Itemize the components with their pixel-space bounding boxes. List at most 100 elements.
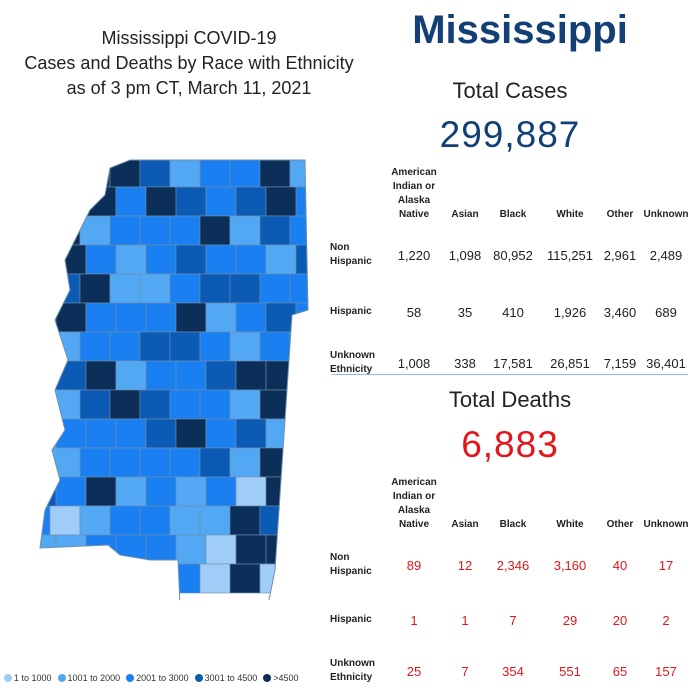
- county[interactable]: [289, 331, 320, 362]
- county[interactable]: [139, 447, 171, 478]
- county[interactable]: [235, 186, 267, 217]
- county[interactable]: [289, 273, 320, 304]
- county[interactable]: [26, 244, 57, 275]
- county[interactable]: [49, 563, 81, 594]
- county[interactable]: [169, 563, 201, 594]
- county[interactable]: [20, 273, 51, 304]
- county[interactable]: [109, 215, 141, 246]
- county[interactable]: [79, 389, 111, 420]
- county[interactable]: [235, 534, 267, 565]
- county[interactable]: [259, 505, 291, 536]
- county[interactable]: [145, 418, 177, 449]
- county[interactable]: [205, 244, 237, 275]
- county[interactable]: [49, 447, 81, 478]
- county[interactable]: [20, 563, 51, 594]
- county[interactable]: [139, 215, 171, 246]
- county[interactable]: [229, 505, 261, 536]
- county[interactable]: [115, 186, 147, 217]
- county[interactable]: [205, 302, 237, 333]
- county[interactable]: [199, 505, 231, 536]
- county[interactable]: [115, 302, 147, 333]
- county[interactable]: [175, 418, 207, 449]
- county[interactable]: [115, 534, 147, 565]
- county[interactable]: [175, 360, 207, 391]
- county[interactable]: [55, 244, 87, 275]
- county[interactable]: [205, 360, 237, 391]
- county[interactable]: [115, 476, 147, 507]
- county[interactable]: [265, 244, 297, 275]
- county[interactable]: [265, 360, 297, 391]
- county[interactable]: [145, 534, 177, 565]
- county[interactable]: [139, 273, 171, 304]
- county[interactable]: [235, 244, 267, 275]
- county[interactable]: [109, 505, 141, 536]
- county[interactable]: [139, 505, 171, 536]
- county[interactable]: [139, 158, 171, 188]
- county[interactable]: [205, 418, 237, 449]
- county[interactable]: [145, 476, 177, 507]
- county[interactable]: [26, 186, 57, 217]
- county[interactable]: [145, 302, 177, 333]
- county[interactable]: [79, 447, 111, 478]
- county[interactable]: [235, 418, 267, 449]
- county[interactable]: [55, 476, 87, 507]
- county[interactable]: [295, 186, 320, 217]
- county[interactable]: [199, 215, 231, 246]
- county[interactable]: [259, 158, 291, 188]
- county[interactable]: [289, 447, 320, 478]
- county[interactable]: [205, 476, 237, 507]
- county[interactable]: [49, 158, 81, 188]
- county[interactable]: [229, 273, 261, 304]
- county[interactable]: [79, 273, 111, 304]
- county[interactable]: [295, 418, 320, 449]
- county[interactable]: [229, 563, 261, 594]
- county[interactable]: [259, 331, 291, 362]
- county[interactable]: [199, 389, 231, 420]
- county[interactable]: [175, 302, 207, 333]
- county[interactable]: [145, 244, 177, 275]
- county[interactable]: [175, 476, 207, 507]
- county[interactable]: [265, 186, 297, 217]
- mississippi-county-map[interactable]: [0, 150, 320, 600]
- county[interactable]: [109, 447, 141, 478]
- county[interactable]: [85, 186, 117, 217]
- county[interactable]: [289, 505, 320, 536]
- county[interactable]: [49, 389, 81, 420]
- county[interactable]: [85, 534, 117, 565]
- county[interactable]: [175, 244, 207, 275]
- county[interactable]: [109, 331, 141, 362]
- county[interactable]: [26, 418, 57, 449]
- county[interactable]: [20, 505, 51, 536]
- county[interactable]: [229, 331, 261, 362]
- county[interactable]: [20, 389, 51, 420]
- county[interactable]: [145, 186, 177, 217]
- county[interactable]: [235, 476, 267, 507]
- county[interactable]: [79, 331, 111, 362]
- county[interactable]: [289, 215, 320, 246]
- county[interactable]: [169, 389, 201, 420]
- county[interactable]: [259, 215, 291, 246]
- county[interactable]: [235, 302, 267, 333]
- county[interactable]: [199, 563, 231, 594]
- county[interactable]: [20, 158, 51, 188]
- county[interactable]: [259, 447, 291, 478]
- county[interactable]: [85, 418, 117, 449]
- county[interactable]: [169, 215, 201, 246]
- county[interactable]: [175, 186, 207, 217]
- county[interactable]: [49, 215, 81, 246]
- county[interactable]: [49, 505, 81, 536]
- county[interactable]: [145, 360, 177, 391]
- county[interactable]: [26, 476, 57, 507]
- county[interactable]: [55, 302, 87, 333]
- county[interactable]: [265, 534, 297, 565]
- county[interactable]: [199, 273, 231, 304]
- county[interactable]: [199, 447, 231, 478]
- county[interactable]: [55, 360, 87, 391]
- county[interactable]: [205, 186, 237, 217]
- county[interactable]: [55, 534, 87, 565]
- county[interactable]: [265, 418, 297, 449]
- county[interactable]: [205, 534, 237, 565]
- county[interactable]: [79, 505, 111, 536]
- county[interactable]: [169, 158, 201, 188]
- county[interactable]: [115, 244, 147, 275]
